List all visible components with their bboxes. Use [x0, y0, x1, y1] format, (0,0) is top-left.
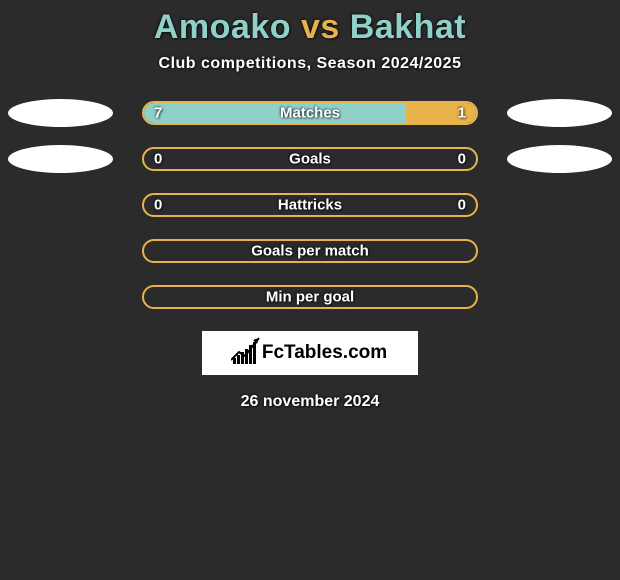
stat-label: Matches [280, 105, 340, 122]
stat-value-right: 0 [458, 197, 466, 214]
stat-row: 0 0 Goals [0, 147, 620, 171]
vs-label: vs [301, 8, 340, 46]
player2-badge [507, 99, 612, 127]
stat-row: Goals per match [0, 239, 620, 263]
stat-value-left: 0 [154, 151, 162, 168]
stat-value-right: 1 [458, 105, 466, 122]
logo-text: FcTables.com [262, 342, 387, 364]
trend-arrow-icon [231, 336, 263, 362]
stat-bar: 0 0 Hattricks [142, 193, 478, 217]
stat-bar: 0 0 Goals [142, 147, 478, 171]
content-container: Amoako vs Bakhat Club competitions, Seas… [0, 0, 620, 580]
stat-bar: Goals per match [142, 239, 478, 263]
stat-row: 0 0 Hattricks [0, 193, 620, 217]
bar-fill-left [144, 103, 406, 123]
stat-row: Min per goal [0, 285, 620, 309]
stat-row: 7 1 Matches [0, 101, 620, 125]
stat-value-left: 7 [154, 105, 162, 122]
subtitle: Club competitions, Season 2024/2025 [159, 55, 462, 73]
stats-rows: 7 1 Matches 0 0 Goals 0 0 Hattricks Goals per mat… [0, 101, 620, 309]
player1-badge [8, 99, 113, 127]
stat-label: Hattricks [278, 197, 342, 214]
stat-label: Min per goal [266, 289, 354, 306]
player2-name: Bakhat [350, 8, 466, 46]
stat-value-left: 0 [154, 197, 162, 214]
player2-badge [507, 145, 612, 173]
stat-label: Goals per match [251, 243, 369, 260]
stat-value-right: 0 [458, 151, 466, 168]
date-label: 26 november 2024 [241, 393, 380, 411]
player1-badge [8, 145, 113, 173]
player1-name: Amoako [154, 8, 291, 46]
stat-bar: Min per goal [142, 285, 478, 309]
logo-box: FcTables.com [202, 331, 418, 375]
stat-label: Goals [289, 151, 331, 168]
page-title: Amoako vs Bakhat [154, 8, 466, 47]
logo-chart-icon [233, 342, 256, 364]
stat-bar: 7 1 Matches [142, 101, 478, 125]
